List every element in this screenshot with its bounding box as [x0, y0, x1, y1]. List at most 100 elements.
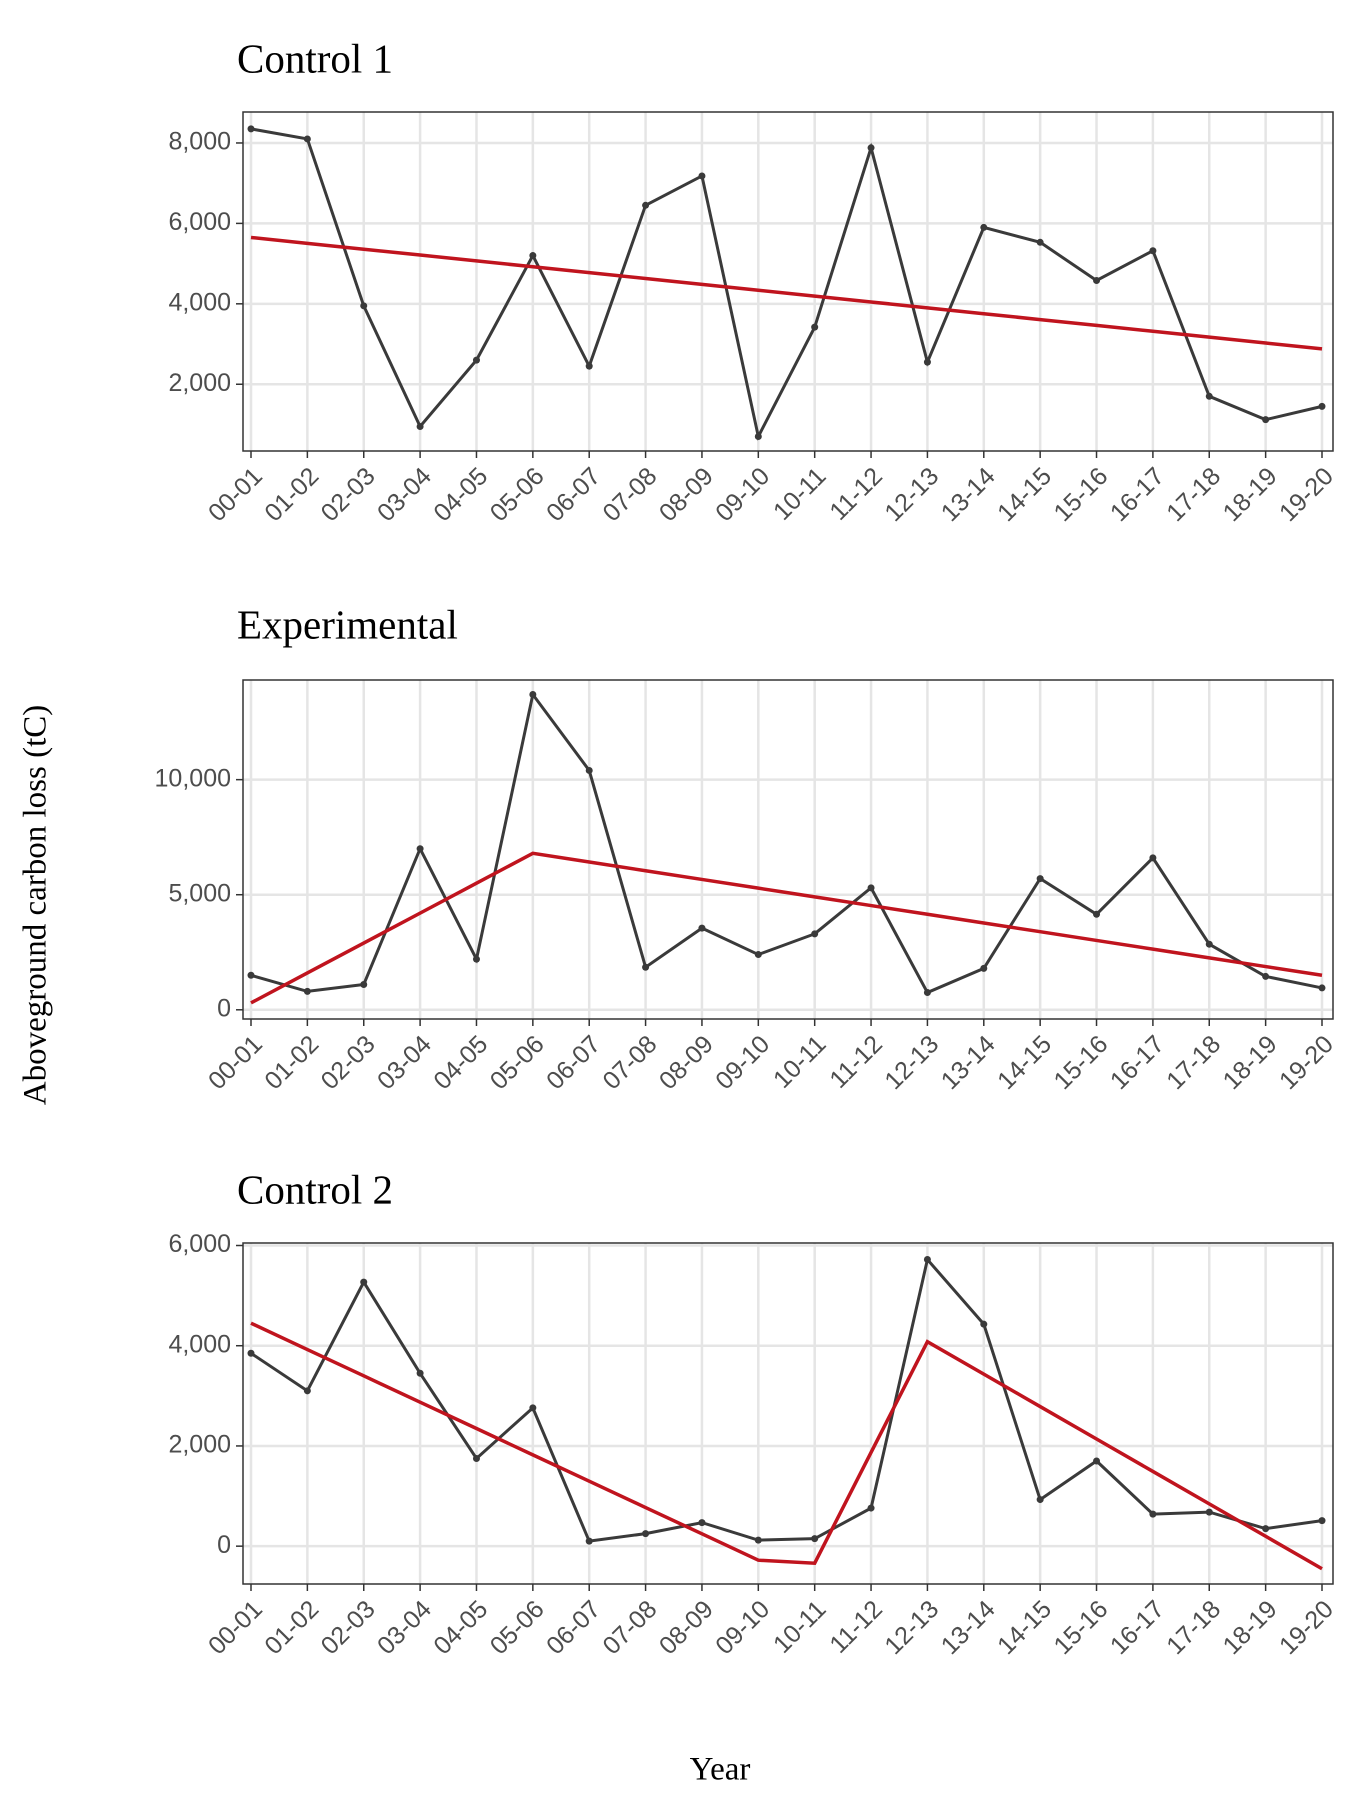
- x-tick-label: 13-14: [936, 1595, 1001, 1660]
- data-point: [1093, 276, 1101, 284]
- y-tick-label: 0: [217, 1531, 231, 1559]
- x-tick-label: 02-03: [316, 1030, 381, 1095]
- data-point: [1318, 402, 1326, 410]
- data-point: [867, 1504, 875, 1512]
- data-point: [923, 989, 931, 997]
- x-tick-label: 19-20: [1274, 1030, 1339, 1095]
- x-tick-label: 03-04: [372, 1595, 437, 1660]
- data-point: [472, 955, 480, 963]
- data-point: [811, 1535, 819, 1543]
- data-point: [642, 201, 650, 209]
- data-point: [1036, 238, 1044, 246]
- x-tick-label: 04-05: [428, 1595, 493, 1660]
- data-point: [1149, 854, 1157, 862]
- data-point: [303, 987, 311, 995]
- data-point: [472, 1454, 480, 1462]
- data-point: [980, 223, 988, 231]
- data-point: [1093, 910, 1101, 918]
- x-tick-label: 13-14: [936, 1030, 1001, 1095]
- chart-title: Experimental: [237, 601, 458, 647]
- x-tick-label: 17-18: [1161, 462, 1226, 527]
- data-point: [529, 252, 537, 260]
- data-point: [642, 963, 650, 971]
- x-tick-label: 18-19: [1218, 1595, 1283, 1660]
- y-tick-label: 4,000: [168, 288, 231, 316]
- series-line: [250, 851, 1323, 1005]
- data-point: [416, 845, 424, 853]
- data-point: [1262, 416, 1270, 424]
- data-point: [1262, 972, 1270, 980]
- series-line: [250, 235, 1323, 351]
- y-tick-label: 6,000: [168, 208, 231, 236]
- x-tick-label: 18-19: [1218, 462, 1283, 527]
- data-point: [1318, 1517, 1326, 1525]
- data-point: [360, 302, 368, 310]
- data-point: [754, 951, 762, 959]
- x-tick-label: 17-18: [1161, 1595, 1226, 1660]
- data-point: [303, 1387, 311, 1395]
- x-tick-label: 16-17: [1105, 1595, 1170, 1660]
- data-point: [1262, 1525, 1270, 1533]
- x-tick-label: 17-18: [1161, 1030, 1226, 1095]
- series-line: [250, 127, 1323, 441]
- x-tick-label: 05-06: [485, 462, 550, 527]
- x-tick-label: 08-09: [654, 462, 719, 527]
- data-point: [811, 323, 819, 331]
- y-tick-label: 10,000: [155, 764, 231, 792]
- x-tick-label: 19-20: [1274, 1595, 1339, 1660]
- data-point: [585, 362, 593, 370]
- x-tick-label: 04-05: [428, 462, 493, 527]
- x-tick-label: 14-15: [992, 1030, 1057, 1095]
- chart-title: Control 2: [237, 1166, 393, 1212]
- x-tick-label: 01-02: [259, 462, 324, 527]
- x-axis-label: Year: [690, 1752, 751, 1788]
- x-tick-label: 06-07: [541, 1595, 606, 1660]
- x-tick-label: 07-08: [597, 462, 662, 527]
- y-tick-label: 8,000: [168, 128, 231, 156]
- data-point: [416, 422, 424, 430]
- series-line: [250, 690, 1323, 995]
- data-point: [1205, 940, 1213, 948]
- panel-border: [242, 679, 1334, 1020]
- data-point: [360, 980, 368, 988]
- x-tick-label: 13-14: [936, 462, 1001, 527]
- x-tick-label: 05-06: [485, 1595, 550, 1660]
- x-tick-label: 12-13: [879, 462, 944, 527]
- data-point: [811, 930, 819, 938]
- data-point: [1036, 875, 1044, 883]
- data-point: [1205, 392, 1213, 400]
- chart-title: Control 1: [237, 35, 393, 81]
- x-tick-label: 02-03: [316, 462, 381, 527]
- data-point: [1318, 984, 1326, 992]
- data-point: [980, 1320, 988, 1328]
- data-point: [360, 1278, 368, 1286]
- x-tick-label: 15-16: [1048, 1030, 1113, 1095]
- data-point: [754, 433, 762, 441]
- x-tick-label: 14-15: [992, 462, 1057, 527]
- x-tick-label: 01-02: [259, 1595, 324, 1660]
- data-point: [867, 144, 875, 152]
- data-point: [867, 884, 875, 892]
- data-point: [698, 172, 706, 180]
- x-tick-label: 09-10: [710, 1030, 775, 1095]
- data-point: [472, 356, 480, 364]
- x-tick-label: 08-09: [654, 1030, 719, 1095]
- data-point: [529, 1404, 537, 1412]
- x-tick-label: 11-12: [824, 1595, 888, 1659]
- x-tick-label: 03-04: [372, 462, 437, 527]
- data-point: [247, 125, 255, 133]
- data-point: [754, 1536, 762, 1544]
- series-line: [250, 1256, 1323, 1543]
- data-point: [923, 358, 931, 366]
- x-tick-label: 08-09: [654, 1595, 719, 1660]
- x-tick-label: 09-10: [710, 1595, 775, 1660]
- x-tick-label: 15-16: [1048, 1595, 1113, 1660]
- data-point: [1149, 1510, 1157, 1518]
- data-point: [980, 964, 988, 972]
- x-tick-label: 05-06: [485, 1030, 550, 1095]
- data-point: [585, 766, 593, 774]
- x-tick-label: 11-12: [824, 462, 888, 526]
- y-tick-label: 0: [217, 994, 231, 1022]
- x-tick-label: 14-15: [992, 1595, 1057, 1660]
- x-tick-label: 09-10: [710, 462, 775, 527]
